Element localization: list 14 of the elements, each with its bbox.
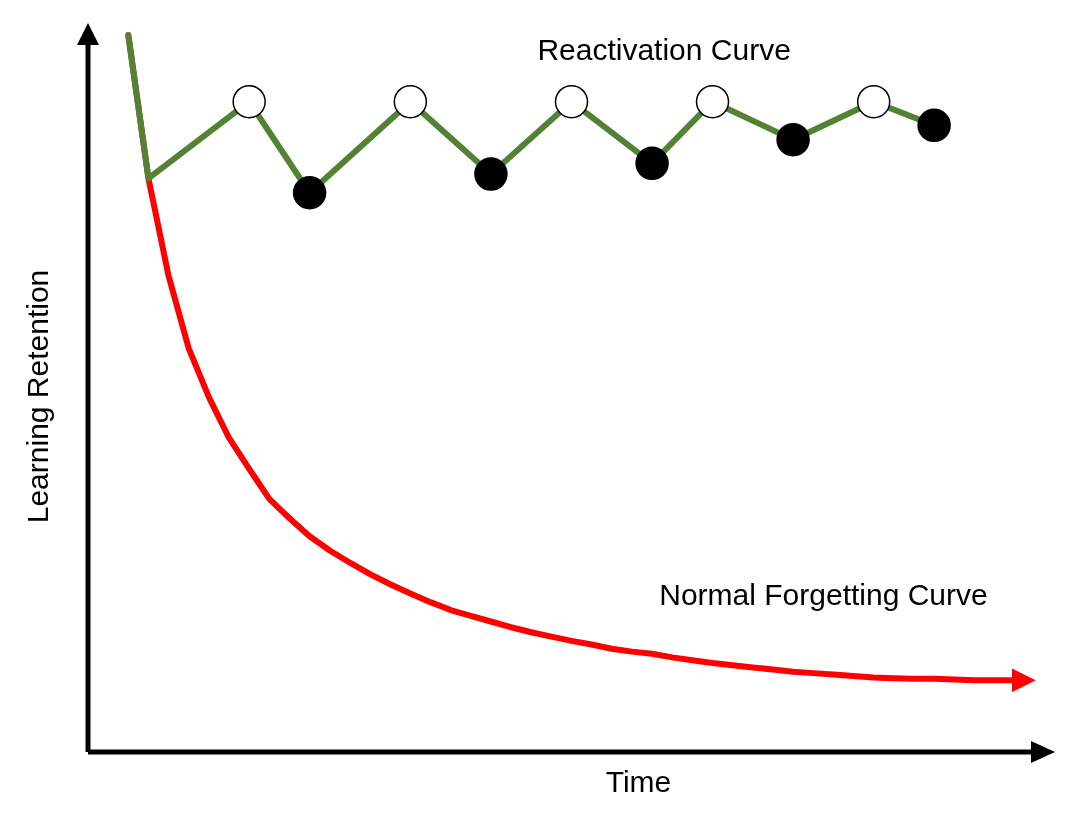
point: [292, 175, 327, 210]
point: [232, 84, 266, 119]
point: [554, 84, 589, 119]
point: [776, 122, 810, 157]
x-axis-title: Time: [605, 765, 672, 798]
point: [856, 84, 891, 119]
series-label: Normal Forgetting Curve: [659, 578, 988, 612]
series-label: Reactivation Curve: [537, 32, 791, 66]
point: [474, 157, 508, 191]
point: [695, 84, 730, 119]
point: [393, 84, 428, 119]
y-axis-title: Learning Retention: [21, 269, 54, 524]
point: [917, 108, 951, 143]
point: [635, 146, 669, 181]
